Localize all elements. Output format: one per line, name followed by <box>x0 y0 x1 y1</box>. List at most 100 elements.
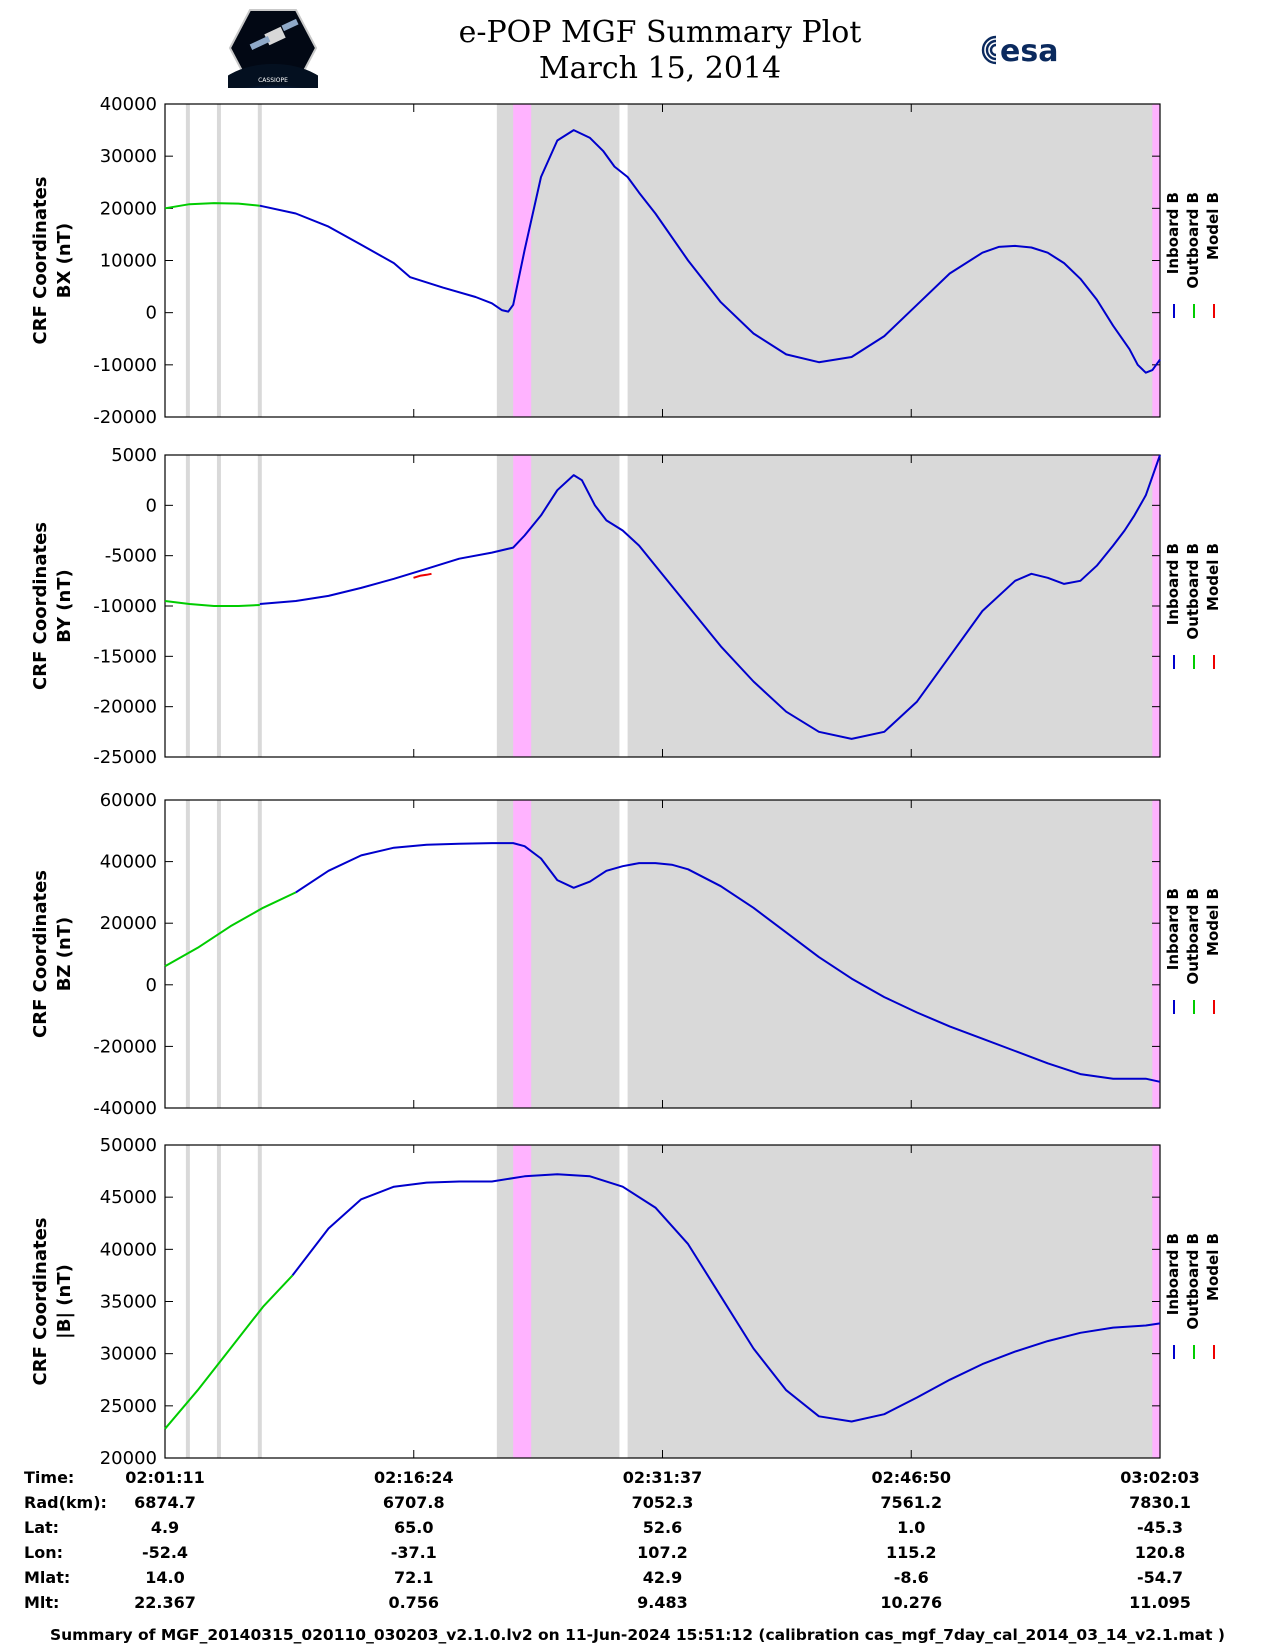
panel-4-gray-band <box>496 1145 1160 1458</box>
panel-4-ytick-label-1: 50000 <box>100 1135 157 1156</box>
info-cell-c5-r1: 03:02:03 <box>1120 1468 1200 1487</box>
panel-3-magenta-band-1 <box>513 800 532 1108</box>
info-cell-c5-r4: 120.8 <box>1135 1543 1186 1562</box>
panel-3-gray-line-3 <box>257 800 262 1108</box>
info-cell-c2-r1: 02:16:24 <box>374 1468 454 1487</box>
panel-3-white-gap-1 <box>619 800 628 1108</box>
panel-2-series-inboard <box>259 454 1161 740</box>
panel-3-magenta-band-2 <box>1152 800 1160 1108</box>
panel-4-legend-outboard-label: Outboard B <box>1184 1233 1202 1330</box>
panel-3-ytick-label-1: 60000 <box>100 790 157 811</box>
info-cell-c1-r4: -52.4 <box>142 1543 188 1562</box>
info-cell-c4-r5: -8.6 <box>894 1568 929 1587</box>
panel-4-white-gap-1 <box>619 1145 628 1458</box>
cassiope-logo-text: CASSIOPE <box>258 77 288 84</box>
panel-1-series-inboard <box>259 129 1161 374</box>
panel-1-ytick-label-4: 10000 <box>100 251 157 272</box>
panel-1-legend-outboard-label: Outboard B <box>1184 192 1202 289</box>
info-row-label-3: Lat: <box>24 1518 59 1537</box>
info-cell-c3-r5: 42.9 <box>643 1568 682 1587</box>
panel-2-legend-inboard-label: Inboard B <box>1164 543 1182 625</box>
panel-3-series-inboard <box>295 842 1161 1083</box>
info-cell-c3-r2: 7052.3 <box>632 1493 694 1512</box>
panel-1-ytick-label-1: 40000 <box>100 94 157 115</box>
panel-4-gray-line-1 <box>185 1145 190 1458</box>
panel-3-ylabel-line1: CRF Coordinates <box>30 870 51 1038</box>
panel-1-ytick-label-7: -20000 <box>93 407 157 428</box>
panel-4-series-outboard <box>164 1274 294 1430</box>
info-cell-c5-r6: 11.095 <box>1129 1593 1191 1612</box>
panel-3-gray-line-2 <box>216 800 221 1108</box>
panel-2-ytick-label-1: 5000 <box>111 445 157 466</box>
panel-2-gray-line-1 <box>185 455 190 757</box>
panel-1-gray-line-1 <box>185 104 190 417</box>
panel-4-ytick-label-3: 40000 <box>100 1239 157 1260</box>
panel-2-ytick-label-2: 0 <box>146 495 157 516</box>
panel-4-ytick-label-4: 35000 <box>100 1292 157 1313</box>
panel-1-gray-line-2 <box>216 104 221 417</box>
esa-logo: esa <box>981 34 1058 69</box>
panel-3-legend-outboard-label: Outboard B <box>1184 888 1202 985</box>
panel-4-ytick-label-6: 25000 <box>100 1396 157 1417</box>
panel-3-ylabel-line2: BZ (nT) <box>54 917 75 992</box>
panel-1-white-gap-1 <box>619 104 628 417</box>
info-cell-c2-r2: 6707.8 <box>383 1493 445 1512</box>
info-cell-c3-r3: 52.6 <box>643 1518 682 1537</box>
info-row-label-1: Time: <box>24 1468 74 1487</box>
info-cell-c2-r5: 72.1 <box>394 1568 433 1587</box>
panel-2-ytick-label-5: -15000 <box>93 646 157 667</box>
info-cell-c1-r3: 4.9 <box>151 1518 179 1537</box>
plot-date: March 15, 2014 <box>538 51 782 86</box>
panel-2-legend-model-label: Model B <box>1204 543 1222 611</box>
panel-2-series-model <box>413 572 432 579</box>
info-row-label-2: Rad(km): <box>24 1493 107 1512</box>
panel-4-ytick-label-7: 20000 <box>100 1448 157 1469</box>
cassiope-logo: CASSIOPE <box>228 9 318 88</box>
info-row-label-4: Lon: <box>24 1543 63 1562</box>
panel-4-legend-model-label: Model B <box>1204 1233 1222 1301</box>
panel-4-ylabel-line1: CRF Coordinates <box>30 1218 51 1386</box>
panel-1-ytick-label-5: 0 <box>146 303 157 324</box>
panel-2-white-gap-1 <box>619 455 628 757</box>
panel-3-ytick-label-6: -40000 <box>93 1098 157 1119</box>
panel-3-ytick-label-3: 20000 <box>100 913 157 934</box>
panel-2-ytick-label-6: -20000 <box>93 697 157 718</box>
info-cell-c5-r5: -54.7 <box>1137 1568 1183 1587</box>
info-row-label-5: Mlat: <box>24 1568 70 1587</box>
esa-logo-text: esa <box>1000 34 1058 69</box>
panel-2-ytick-label-4: -10000 <box>93 596 157 617</box>
panel-2-magenta-band-1 <box>513 455 532 757</box>
panel-3-ytick-label-4: 0 <box>146 975 157 996</box>
footer-summary: Summary of MGF_20140315_020110_030203_v2… <box>49 1626 1226 1644</box>
panel-2-series-outboard <box>164 600 260 607</box>
info-cell-c1-r2: 6874.7 <box>134 1493 196 1512</box>
panel-3-legend-model-label: Model B <box>1204 888 1222 956</box>
info-row-label-6: Mlt: <box>24 1593 59 1612</box>
panel-4-ytick-label-5: 30000 <box>100 1344 157 1365</box>
panel-1-series-outboard <box>164 202 260 210</box>
panel-2-gray-band <box>496 455 1160 757</box>
panel-4-gray-line-3 <box>257 1145 262 1458</box>
info-cell-c3-r6: 9.483 <box>637 1593 688 1612</box>
panel-4-legend-inboard-label: Inboard B <box>1164 1233 1182 1315</box>
panel-4-ytick-label-2: 45000 <box>100 1187 157 1208</box>
panel-4-gray-line-2 <box>216 1145 221 1458</box>
panel-1-ytick-label-3: 20000 <box>100 198 157 219</box>
panel-2-ytick-label-3: -5000 <box>105 546 157 567</box>
panel-1-legend-model-label: Model B <box>1204 192 1222 260</box>
info-cell-c2-r4: -37.1 <box>391 1543 437 1562</box>
panel-1-ytick-label-2: 30000 <box>100 146 157 167</box>
panel-2-ylabel-line1: CRF Coordinates <box>30 522 51 690</box>
info-cell-c4-r4: 115.2 <box>886 1543 937 1562</box>
panel-4-ylabel-line2: |B| (nT) <box>54 1264 75 1339</box>
info-cell-c1-r1: 02:01:11 <box>125 1468 205 1487</box>
panel-1-legend-inboard-label: Inboard B <box>1164 192 1182 274</box>
panel-2-ylabel-line2: BY (nT) <box>54 569 75 643</box>
info-cell-c4-r3: 1.0 <box>897 1518 925 1537</box>
info-cell-c4-r1: 02:46:50 <box>871 1468 951 1487</box>
info-cell-c5-r2: 7830.1 <box>1129 1493 1191 1512</box>
panel-1-ytick-label-6: -10000 <box>93 355 157 376</box>
panel-3-gray-band <box>496 800 1160 1108</box>
info-cell-c4-r2: 7561.2 <box>880 1493 942 1512</box>
